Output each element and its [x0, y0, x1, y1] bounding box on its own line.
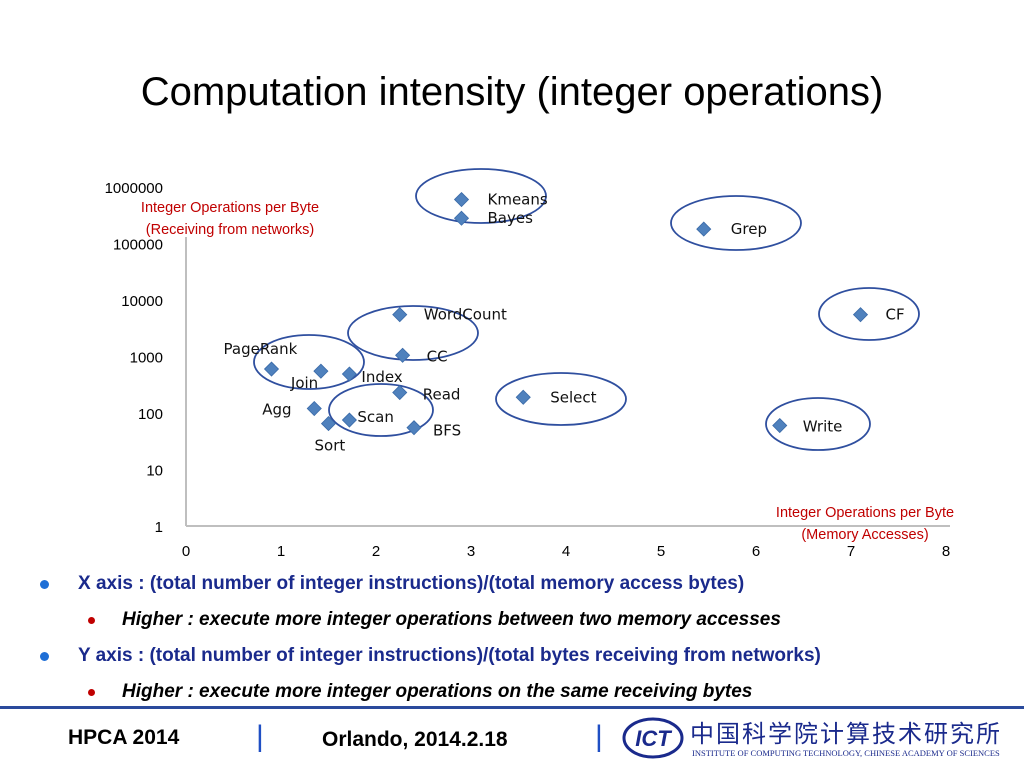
data-point-scan [341, 412, 357, 428]
cluster-ellipse [328, 383, 434, 437]
data-point-agg [306, 400, 322, 417]
data-point-index [341, 366, 357, 382]
data-point-bayes [453, 210, 470, 226]
point-label-write: Write [803, 418, 843, 436]
data-point-join [313, 363, 329, 379]
cluster-ellipse [253, 334, 365, 390]
y-axis-label: Integer Operations per Byte [141, 200, 319, 216]
institute-name-cn: 中国科学院计算技术研究所 [690, 720, 1002, 748]
x-tick-label: 3 [467, 543, 475, 560]
footer: HPCA 2014 | Orlando, 2014.2.18 | ICT 中国科… [0, 712, 1024, 768]
cluster-ellipse [495, 372, 627, 426]
x-tick-label: 4 [562, 543, 570, 560]
bullet-list: X axis : (total number of integer instru… [40, 570, 1000, 714]
cluster-ellipse [347, 305, 479, 361]
data-point-write [772, 417, 788, 434]
cluster-ellipse [765, 397, 871, 451]
x-axis-label: Integer Operations per Byte [776, 505, 954, 521]
footer-divider [0, 706, 1024, 709]
point-label-join: Join [290, 374, 318, 392]
y-tick-label: 1000000 [105, 180, 163, 197]
data-point-grep [696, 221, 712, 237]
slide-title: Computation intensity (integer operation… [140, 70, 884, 114]
cluster-ellipse [670, 195, 802, 251]
ict-logo: ICT [622, 717, 684, 759]
bullet-y-axis-detail: Higher : execute more integer operations… [40, 678, 1000, 714]
y-tick-label: 100 [138, 406, 163, 423]
x-tick-label: 0 [182, 543, 190, 560]
bullet-dot [88, 689, 95, 696]
point-label-grep: Grep [731, 220, 767, 238]
bullet-x-axis-detail: Higher : execute more integer operations… [40, 606, 1000, 642]
scatter-chart: 0 1 2 3 4 5 6 7 8 1 10 100 1000 10000 100000 1000000 In… [105, 168, 954, 560]
point-label-select: Select [550, 388, 596, 406]
data-point-bfs [406, 420, 422, 436]
y-tick-label: 10000 [121, 293, 163, 310]
y-tick-label: 10 [146, 463, 163, 480]
data-point-select [515, 389, 531, 405]
point-label-pagerank: PageRank [224, 340, 298, 358]
point-label-wordcount: WordCount [424, 306, 507, 324]
data-point-cf [852, 307, 869, 323]
footer-separator: | [256, 720, 264, 753]
x-tick-label: 5 [657, 543, 665, 560]
bullet-dot [40, 580, 49, 589]
cluster-ellipse [415, 168, 547, 224]
y-tick-label: 1000 [130, 350, 163, 367]
data-point-pagerank [263, 361, 280, 377]
institute-name-en: INSTITUTE OF COMPUTING TECHNOLOGY, CHINE… [692, 748, 1000, 758]
data-point-wordcount [392, 307, 408, 323]
point-label-cc: CC [427, 347, 448, 365]
svg-text:ICT: ICT [635, 726, 672, 751]
point-label-sort: Sort [315, 437, 346, 455]
x-tick-label: 6 [752, 543, 760, 560]
bullet-x-axis: X axis : (total number of integer instru… [40, 570, 1000, 606]
y-axis-label: (Receiving from networks) [146, 222, 314, 238]
point-label-index: Index [361, 368, 402, 386]
point-label-scan: Scan [357, 408, 393, 426]
point-label-cf: CF [886, 306, 905, 324]
point-label-bfs: BFS [433, 422, 461, 440]
x-axis-label: (Memory Accesses) [801, 527, 928, 543]
point-label-agg: Agg [262, 401, 291, 419]
footer-place-date: Orlando, 2014.2.18 [322, 728, 508, 751]
bullet-dot [88, 617, 95, 624]
data-point-kmeans [453, 191, 470, 208]
point-label-bayes: Bayes [488, 209, 534, 227]
cluster-ellipse [818, 287, 920, 341]
data-point-cc [395, 347, 411, 363]
bullet-y-axis: Y axis : (total number of integer instru… [40, 642, 1000, 678]
x-tick-label: 1 [277, 543, 285, 560]
point-label-kmeans: Kmeans [488, 191, 548, 209]
footer-conference: HPCA 2014 [68, 726, 180, 749]
y-tick-label: 1 [155, 519, 163, 536]
point-label-read: Read [423, 386, 461, 404]
x-tick-label: 8 [942, 543, 950, 560]
data-point-sort [320, 416, 337, 432]
x-tick-label: 7 [847, 543, 855, 560]
y-tick-label: 100000 [113, 237, 163, 254]
data-point-read [392, 384, 408, 401]
footer-separator: | [595, 720, 603, 753]
x-tick-label: 2 [372, 543, 380, 560]
bullet-dot [40, 652, 49, 661]
